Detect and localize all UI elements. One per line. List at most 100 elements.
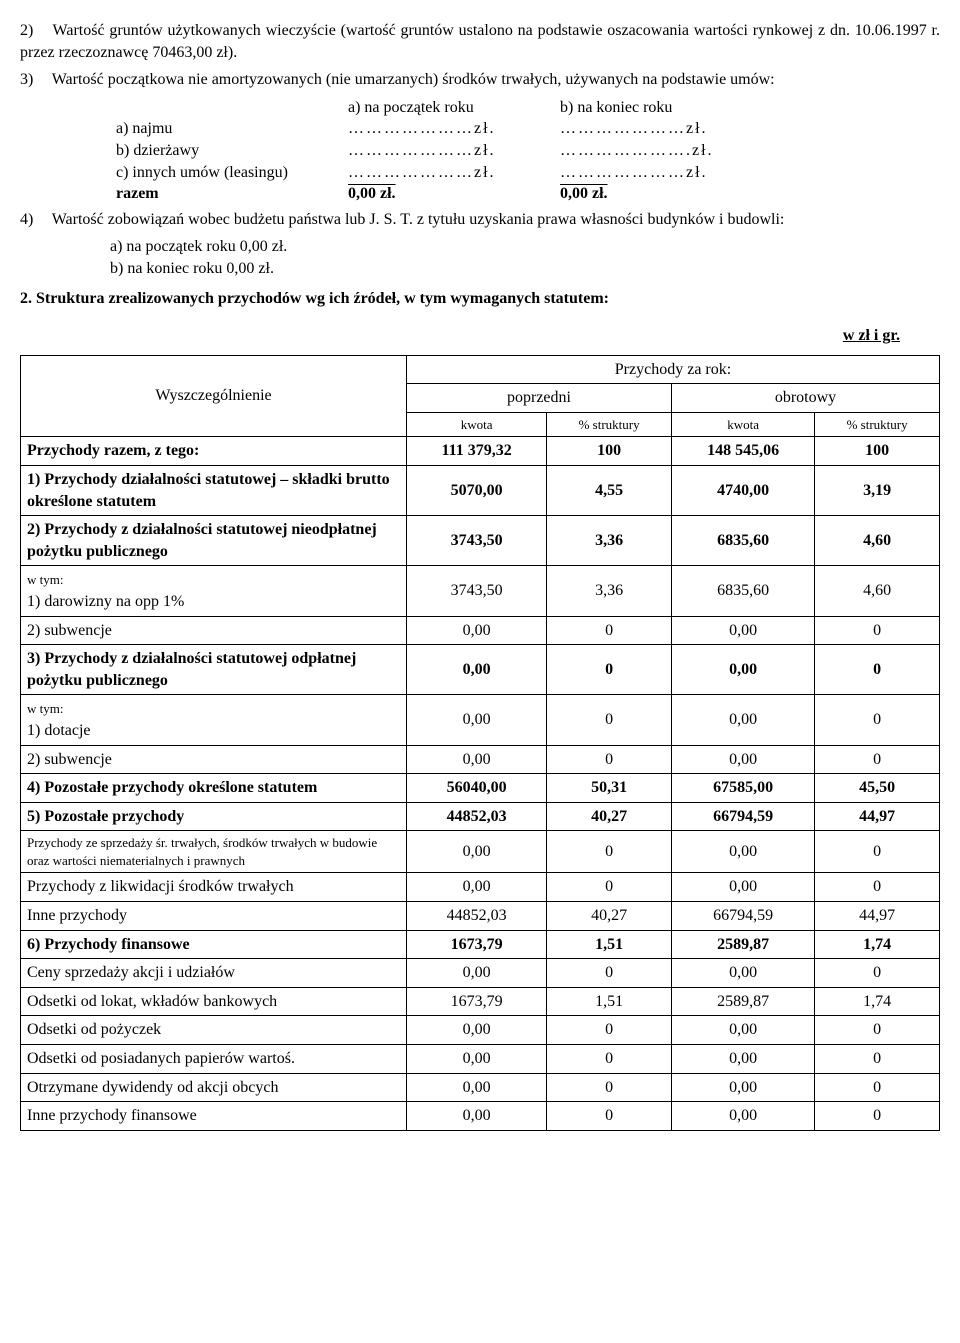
cell-k1: 0,00: [406, 1016, 546, 1045]
row-val-b: ………………….zł.: [554, 140, 766, 162]
cell-p1: 0: [547, 745, 672, 774]
cell-k1: 0,00: [406, 873, 546, 902]
cell-k2: 0,00: [671, 1016, 814, 1045]
col-wysz: Wyszczególnienie: [21, 355, 407, 437]
row-val-a: …………………zł.: [342, 162, 554, 184]
table-row: c) innych umów (leasingu) …………………zł. …………: [110, 162, 766, 184]
row-val-b: …………………zł.: [554, 162, 766, 184]
cell-p1: 40,27: [547, 802, 672, 831]
cell-k2: 2589,87: [671, 930, 814, 959]
cell-k2: 0,00: [671, 695, 814, 745]
row-label: c) innych umów (leasingu): [110, 162, 342, 184]
cell-k2: 4740,00: [671, 466, 814, 516]
cell-k2: 66794,59: [671, 902, 814, 931]
section-2: 2. Struktura zrealizowanych przychodów w…: [20, 288, 940, 310]
item-2-text: Wartość gruntów użytkowanych wieczyście …: [20, 22, 940, 61]
row-label: Otrzymane dywidendy od akcji obcych: [21, 1073, 407, 1102]
cell-p2: 0: [815, 1016, 940, 1045]
cell-p1: 0: [547, 1045, 672, 1074]
cell-k1: 111 379,32: [406, 437, 546, 466]
table-header-row: Wyszczególnienie Przychody za rok:: [21, 355, 940, 384]
row-label: 6) Przychody finansowe: [21, 930, 407, 959]
table-row: Inne przychody finansowe0,0000,000: [21, 1102, 940, 1131]
row-label: Odsetki od lokat, wkładów bankowych: [21, 987, 407, 1016]
cell-p2: 0: [815, 831, 940, 873]
cell-p1: 0: [547, 695, 672, 745]
cell-k1: 0,00: [406, 695, 546, 745]
cell-p1: 3,36: [547, 566, 672, 616]
cell-p2: 0: [815, 745, 940, 774]
col-obrotowy: obrotowy: [671, 384, 939, 413]
cell-p1: 3,36: [547, 516, 672, 566]
row-label: 2) subwencje: [21, 745, 407, 774]
row-val-a: …………………zł.: [342, 118, 554, 140]
row-val-a: 0,00 zł.: [348, 185, 396, 202]
cell-p2: 0: [815, 645, 940, 695]
item-3: 3) Wartość początkowa nie amortyzowanych…: [20, 69, 940, 91]
row-label: razem: [110, 183, 342, 205]
row-label: 5) Pozostałe przychody: [21, 802, 407, 831]
cell-p1: 50,31: [547, 774, 672, 803]
table-row: w tym:1) darowizny na opp 1%3743,503,366…: [21, 566, 940, 616]
revenue-table: Wyszczególnienie Przychody za rok: poprz…: [20, 355, 940, 1131]
row-label: Przychody ze sprzedaży śr. trwałych, śro…: [21, 831, 407, 873]
row-label: 2) subwencje: [21, 616, 407, 645]
cell-k1: 0,00: [406, 959, 546, 988]
col-kwota-1: kwota: [406, 412, 546, 437]
item-2: 2) Wartość gruntów użytkowanych wieczyśc…: [20, 20, 940, 63]
cell-p1: 1,51: [547, 930, 672, 959]
cell-k1: 0,00: [406, 831, 546, 873]
table-row: w tym:1) dotacje0,0000,000: [21, 695, 940, 745]
item-3-col-a-hdr: a) na początek roku: [342, 97, 554, 119]
item-4-b: b) na koniec roku 0,00 zł.: [110, 258, 940, 280]
item-4-num: 4): [20, 209, 48, 231]
cell-p1: 0: [547, 959, 672, 988]
item-3-table: a) na początek roku b) na koniec roku a)…: [110, 97, 766, 205]
table-row-sum: razem 0,00 zł. 0,00 zł.: [110, 183, 766, 205]
row-label: a) najmu: [110, 118, 342, 140]
row-label: 3) Przychody z działalności statutowej o…: [21, 645, 407, 695]
cell-k1: 1673,79: [406, 987, 546, 1016]
cell-k2: 0,00: [671, 745, 814, 774]
cell-p1: 0: [547, 1073, 672, 1102]
cell-p1: 4,55: [547, 466, 672, 516]
row-label: b) dzierżawy: [110, 140, 342, 162]
row-label: Ceny sprzedaży akcji i udziałów: [21, 959, 407, 988]
row-label: Inne przychody: [21, 902, 407, 931]
cell-k1: 0,00: [406, 745, 546, 774]
item-4-a: a) na początek roku 0,00 zł.: [110, 236, 940, 258]
cell-p2: 44,97: [815, 802, 940, 831]
table-row: 4) Pozostałe przychody określone statute…: [21, 774, 940, 803]
cell-k1: 0,00: [406, 1102, 546, 1131]
section-2-num: 2.: [20, 290, 32, 307]
col-kwota-2: kwota: [671, 412, 814, 437]
item-3-text: Wartość początkowa nie amortyzowanych (n…: [52, 71, 775, 88]
row-label: 2) Przychody z działalności statutowej n…: [21, 516, 407, 566]
item-2-num: 2): [20, 20, 48, 42]
row-label: 4) Pozostałe przychody określone statute…: [21, 774, 407, 803]
row-label: Przychody z likwidacji środków trwałych: [21, 873, 407, 902]
cell-p2: 4,60: [815, 566, 940, 616]
cell-k2: 67585,00: [671, 774, 814, 803]
cell-k2: 0,00: [671, 1102, 814, 1131]
item-3-header-row: a) na początek roku b) na koniec roku: [110, 97, 766, 119]
cell-p1: 0: [547, 873, 672, 902]
table-row: Ceny sprzedaży akcji i udziałów0,0000,00…: [21, 959, 940, 988]
cell-k1: 0,00: [406, 1045, 546, 1074]
cell-p2: 100: [815, 437, 940, 466]
cell-k2: 0,00: [671, 1045, 814, 1074]
table-row: b) dzierżawy …………………zł. ………………….zł.: [110, 140, 766, 162]
cell-p2: 1,74: [815, 930, 940, 959]
cell-k2: 6835,60: [671, 516, 814, 566]
item-3-col-b-hdr: b) na koniec roku: [554, 97, 766, 119]
cell-p2: 0: [815, 1073, 940, 1102]
table-row: Przychody z likwidacji środków trwałych0…: [21, 873, 940, 902]
cell-k2: 0,00: [671, 1073, 814, 1102]
row-val-b: …………………zł.: [554, 118, 766, 140]
cell-k2: 0,00: [671, 616, 814, 645]
table-row: Odsetki od lokat, wkładów bankowych1673,…: [21, 987, 940, 1016]
item-4-sublist: a) na początek roku 0,00 zł. b) na konie…: [110, 236, 940, 279]
cell-p1: 0: [547, 616, 672, 645]
cell-p2: 45,50: [815, 774, 940, 803]
table-row: Odsetki od pożyczek0,0000,000: [21, 1016, 940, 1045]
